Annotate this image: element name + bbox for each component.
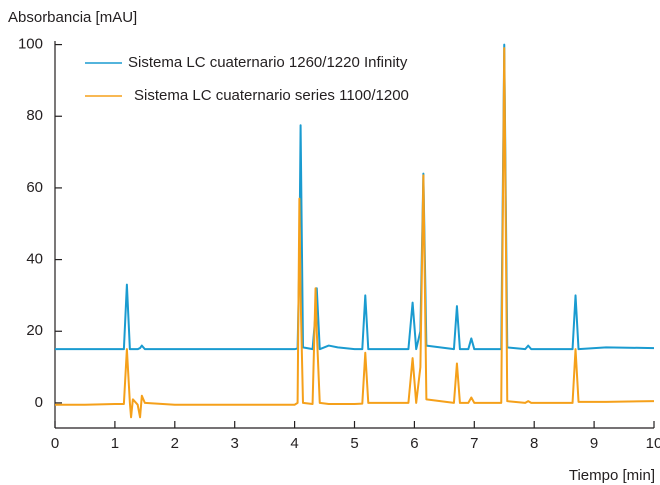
- legend-label: Sistema LC cuaternario series 1100/1200: [134, 87, 409, 104]
- y-tick-label: 100: [18, 36, 43, 53]
- x-tick-label: 3: [231, 435, 239, 452]
- x-tick-label: 8: [530, 435, 538, 452]
- y-tick-label: 60: [26, 179, 43, 196]
- x-tick-label: 1: [111, 435, 119, 452]
- x-tick-label: 0: [51, 435, 59, 452]
- x-tick-label: 10: [646, 435, 660, 452]
- y-tick-label: 80: [26, 107, 43, 124]
- x-tick-label: 9: [590, 435, 598, 452]
- x-axis-title: Tiempo [min]: [569, 467, 655, 484]
- y-tick-label: 0: [35, 394, 43, 411]
- x-tick-label: 7: [470, 435, 478, 452]
- y-tick-label: 20: [26, 322, 43, 339]
- x-tick-label: 4: [290, 435, 298, 452]
- y-axis-title: Absorbancia [mAU]: [8, 9, 137, 26]
- x-tick-label: 6: [410, 435, 418, 452]
- x-tick-label: 5: [350, 435, 358, 452]
- legend-label: Sistema LC cuaternario 1260/1220 Infinit…: [128, 54, 408, 71]
- series-line: [55, 47, 655, 419]
- y-tick-label: 40: [26, 251, 43, 268]
- x-tick-label: 2: [171, 435, 179, 452]
